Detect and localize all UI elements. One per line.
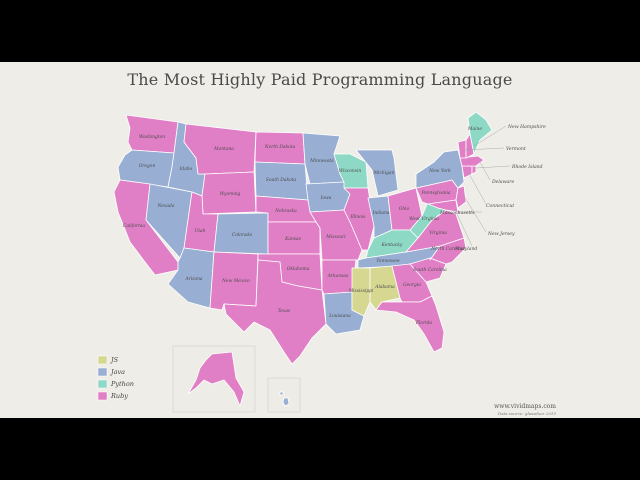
label-new-hampshire: New Hampshire bbox=[507, 124, 546, 130]
hawaii-inset-box bbox=[267, 377, 301, 413]
label-utah: Utah bbox=[195, 229, 206, 234]
label-vermont: Vermont bbox=[506, 146, 526, 152]
state-rhode-island[interactable] bbox=[471, 165, 477, 175]
label-iowa: Iowa bbox=[320, 196, 332, 201]
label-montana: Montana bbox=[213, 147, 234, 152]
legend-swatch-js bbox=[97, 355, 108, 365]
label-virginia: Virginia bbox=[429, 231, 447, 236]
state-south-carolina[interactable] bbox=[409, 257, 447, 283]
state-wyoming[interactable] bbox=[201, 171, 257, 215]
label-connecticut: Connecticut bbox=[486, 203, 514, 209]
state-delaware[interactable] bbox=[455, 199, 461, 215]
label-idaho: Idaho bbox=[179, 167, 193, 172]
map-title: The Most Highly Paid Programming Languag… bbox=[127, 70, 513, 89]
label-south-carolina: South Carolina bbox=[413, 268, 447, 273]
label-texas: Texas bbox=[278, 309, 291, 314]
legend-label-js: JS bbox=[109, 356, 119, 364]
label-massachusetts: Massachusetts bbox=[439, 210, 475, 216]
label-georgia: Georgia bbox=[403, 283, 421, 288]
state-massachusetts[interactable] bbox=[459, 155, 485, 167]
us-map: Washington Oregon California Nevada Idah… bbox=[97, 111, 546, 413]
state-washington[interactable] bbox=[125, 114, 179, 154]
credit: www.vividmaps.com Data source: glassdoor… bbox=[494, 403, 556, 417]
label-illinois: Illinois bbox=[349, 215, 366, 220]
label-new-jersey: New Jersey bbox=[487, 231, 515, 237]
state-new-jersey[interactable] bbox=[455, 185, 467, 209]
map-frame: The Most Highly Paid Programming Languag… bbox=[0, 62, 640, 418]
label-oklahoma: Oklahoma bbox=[287, 267, 310, 272]
label-alabama: Alabama bbox=[374, 285, 395, 290]
legend-swatch-ruby bbox=[97, 391, 108, 401]
legend-label-ruby: Ruby bbox=[110, 392, 128, 400]
label-mississippi: Mississippi bbox=[348, 289, 374, 294]
label-washington: Washington bbox=[139, 135, 165, 140]
state-texas[interactable] bbox=[223, 259, 327, 365]
credit-source: Data source: glassdoor 2015 bbox=[497, 411, 556, 416]
legend: JS Java Python Ruby bbox=[97, 355, 134, 401]
state-maryland[interactable] bbox=[427, 199, 459, 213]
label-oregon: Oregon bbox=[139, 164, 156, 169]
label-west-virginia: West Virginia bbox=[409, 217, 439, 222]
legend-swatch-java bbox=[97, 367, 108, 377]
label-north-carolina: North Carolina bbox=[430, 247, 465, 252]
label-wisconsin: Wisconsin bbox=[339, 169, 362, 174]
label-arkansas: Arkansas bbox=[327, 274, 349, 279]
label-tennessee: Tennessee bbox=[376, 259, 400, 264]
label-california: California bbox=[123, 224, 145, 229]
legend-label-python: Python bbox=[110, 380, 134, 388]
label-missouri: Missouri bbox=[325, 235, 346, 240]
label-indiana: Indiana bbox=[372, 211, 390, 216]
label-nevada: Nevada bbox=[157, 204, 175, 209]
label-north-dakota: North Dakota bbox=[264, 145, 296, 150]
label-south-dakota: South Dakota bbox=[266, 178, 297, 183]
label-delaware: Delaware bbox=[491, 179, 514, 185]
state-hawaii[interactable] bbox=[279, 391, 290, 407]
label-kansas: Kansas bbox=[284, 237, 302, 242]
label-rhode-island: Rhode Island bbox=[511, 164, 543, 170]
label-florida: Florida bbox=[415, 321, 432, 326]
state-kansas[interactable] bbox=[267, 221, 321, 255]
label-kentucky: Kentucky bbox=[381, 243, 403, 248]
label-wyoming: Wyoming bbox=[220, 192, 241, 197]
label-pennsylvania: Pennsylvania bbox=[420, 191, 450, 196]
label-minnesota: Minnesota bbox=[309, 159, 334, 164]
label-ohio: Ohio bbox=[399, 207, 410, 212]
label-louisiana: Louisiana bbox=[328, 314, 351, 319]
state-michigan[interactable] bbox=[355, 149, 399, 197]
state-maine[interactable] bbox=[467, 111, 493, 155]
label-maryland: Maryland bbox=[454, 246, 477, 252]
label-new-york: New York bbox=[428, 169, 451, 174]
legend-swatch-python bbox=[97, 379, 108, 389]
external-labels bbox=[455, 125, 511, 247]
state-florida[interactable] bbox=[375, 295, 445, 353]
state-labels: Washington Oregon California Nevada Idah… bbox=[123, 127, 482, 326]
legend-label-java: Java bbox=[109, 368, 125, 376]
label-nebraska: Nebraska bbox=[274, 209, 297, 214]
credit-site: www.vividmaps.com bbox=[494, 403, 556, 410]
label-michigan: Michigan bbox=[373, 171, 395, 176]
label-new-mexico: New Mexico bbox=[221, 279, 250, 284]
state-alaska[interactable] bbox=[187, 351, 245, 407]
label-maine: Maine bbox=[467, 127, 482, 132]
label-arizona: Arizona bbox=[184, 277, 202, 282]
label-colorado: Colorado bbox=[232, 233, 253, 238]
